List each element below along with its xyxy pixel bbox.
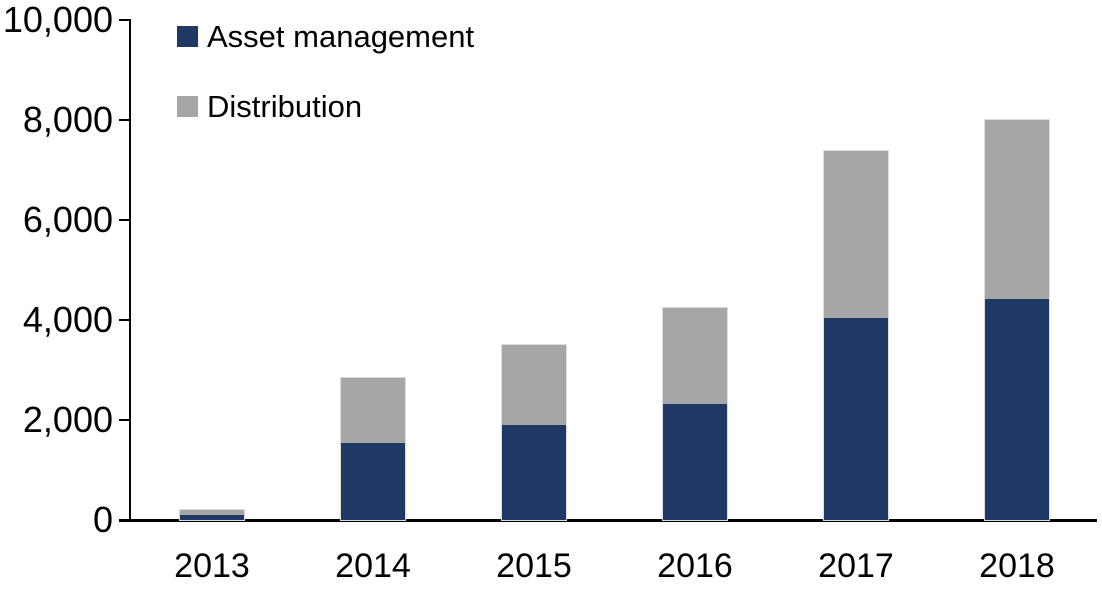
y-axis-tick <box>119 519 130 521</box>
x-axis-label-2016: 2016 <box>657 547 733 585</box>
y-axis-tick-label: 2,000 <box>22 399 113 440</box>
bar-segment-asset-management-2018 <box>985 299 1049 520</box>
x-axis-label-2013: 2013 <box>174 547 250 585</box>
y-axis-tick-label: 10,000 <box>2 0 113 40</box>
x-axis-label-2014: 2014 <box>335 547 411 585</box>
legend-swatch-asset-management-icon <box>177 25 198 47</box>
bar-segment-asset-management-2017 <box>824 317 888 520</box>
x-axis-label-2017: 2017 <box>818 547 894 585</box>
bar-2017 <box>824 151 888 520</box>
chart-legend: Asset management Distribution <box>177 18 475 162</box>
legend-item-distribution: Distribution <box>177 88 474 124</box>
y-axis-tick <box>119 119 130 121</box>
bar-segment-distribution-2018 <box>985 120 1049 299</box>
bar-segment-asset-management-2016 <box>663 403 727 520</box>
y-axis-tick <box>119 19 130 21</box>
y-axis-tick <box>119 319 130 321</box>
bar-segment-distribution-2016 <box>663 307 727 404</box>
bar-segment-asset-management-2015 <box>502 425 566 520</box>
bar-segment-asset-management-2013 <box>180 515 244 520</box>
y-axis-tick-label: 6,000 <box>22 199 113 240</box>
y-axis-tick <box>119 219 130 221</box>
y-axis-line <box>129 19 131 521</box>
legend-label-distribution: Distribution <box>207 88 363 124</box>
y-axis-tick-label: 4,000 <box>22 299 113 340</box>
x-axis-line <box>119 519 1097 522</box>
y-axis-tick-label: 8,000 <box>22 99 113 140</box>
bar-segment-asset-management-2014 <box>341 442 405 520</box>
legend-swatch-distribution-icon <box>177 95 198 117</box>
y-axis-tick <box>119 419 130 421</box>
y-axis-tick-label: 0 <box>92 499 113 540</box>
bar-segment-distribution-2014 <box>341 377 405 443</box>
bar-2015 <box>502 345 566 520</box>
bar-segment-distribution-2017 <box>824 151 888 318</box>
bar-segment-distribution-2013 <box>180 510 244 515</box>
bar-2016 <box>663 307 727 520</box>
x-axis-label-2018: 2018 <box>979 547 1055 585</box>
legend-label-asset-management: Asset management <box>207 18 475 54</box>
legend-item-asset-management: Asset management <box>177 18 475 54</box>
bar-segment-distribution-2015 <box>502 345 566 425</box>
bar-2013 <box>180 510 244 520</box>
bar-2018 <box>985 120 1049 520</box>
x-axis-label-2015: 2015 <box>496 547 572 585</box>
bar-2014 <box>341 377 405 520</box>
